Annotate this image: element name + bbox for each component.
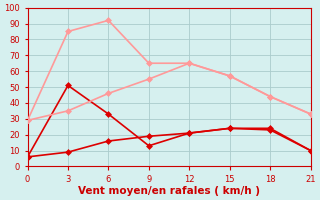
X-axis label: Vent moyen/en rafales ( km/h ): Vent moyen/en rafales ( km/h ) (78, 186, 260, 196)
